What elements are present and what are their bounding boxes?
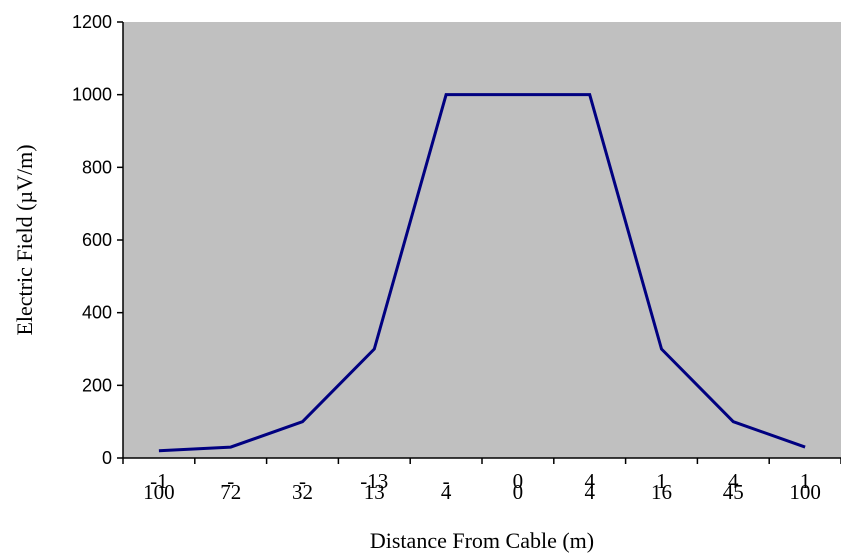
- x-tick-label: 16: [651, 480, 672, 504]
- x-tick-label: 4: [584, 480, 595, 504]
- x-tick-label: -13: [360, 469, 388, 493]
- x-tick-label: -: [443, 469, 450, 493]
- x-tick-label: -1: [150, 469, 168, 493]
- x-tick-label: 100: [789, 480, 821, 504]
- x-tick-label: 1: [800, 469, 811, 493]
- x-tick-label: -: [227, 469, 234, 493]
- plot-area: [123, 22, 841, 458]
- x-tick-label: 4: [584, 469, 595, 493]
- y-tick-label: 600: [82, 230, 112, 250]
- y-tick-label: 1200: [72, 12, 112, 32]
- x-tick-label: 4: [728, 469, 739, 493]
- y-tick-label: 0: [102, 448, 112, 468]
- series-line: [158, 93, 806, 453]
- x-tick-label: 4: [441, 480, 452, 504]
- x-axis-title: Distance From Cable (m): [370, 528, 594, 553]
- y-axis: 0 200 400 600 800 1000 1200: [72, 12, 124, 468]
- x-tick-label: 45: [723, 480, 744, 504]
- x-tick-label: -: [299, 469, 306, 493]
- x-tick-label: 72: [220, 480, 241, 504]
- x-tick-label: 1: [656, 469, 667, 493]
- x-tick-label: 0: [513, 469, 524, 493]
- x-tick-label: 32: [292, 480, 313, 504]
- y-tick-label: 400: [82, 303, 112, 323]
- y-tick-label: 200: [82, 375, 112, 395]
- x-tick-label: 0: [513, 480, 524, 504]
- y-tick-label: 800: [82, 157, 112, 177]
- x-tick-label: 13: [364, 480, 385, 504]
- x-tick-label: 100: [143, 480, 175, 504]
- y-axis-title: Electric Field (µV/m): [12, 144, 37, 335]
- y-tick-label: 1000: [72, 85, 112, 105]
